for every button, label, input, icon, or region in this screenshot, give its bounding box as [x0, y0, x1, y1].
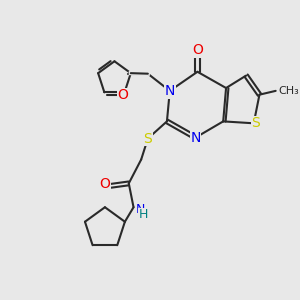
Text: O: O	[192, 43, 203, 57]
Text: S: S	[251, 116, 260, 130]
Text: O: O	[100, 177, 110, 191]
Text: O: O	[117, 88, 128, 102]
Text: N: N	[165, 84, 175, 98]
Text: S: S	[143, 132, 152, 145]
Text: H: H	[138, 208, 148, 221]
Text: N: N	[190, 130, 201, 145]
Text: CH₃: CH₃	[278, 86, 299, 96]
Text: N: N	[135, 202, 145, 216]
